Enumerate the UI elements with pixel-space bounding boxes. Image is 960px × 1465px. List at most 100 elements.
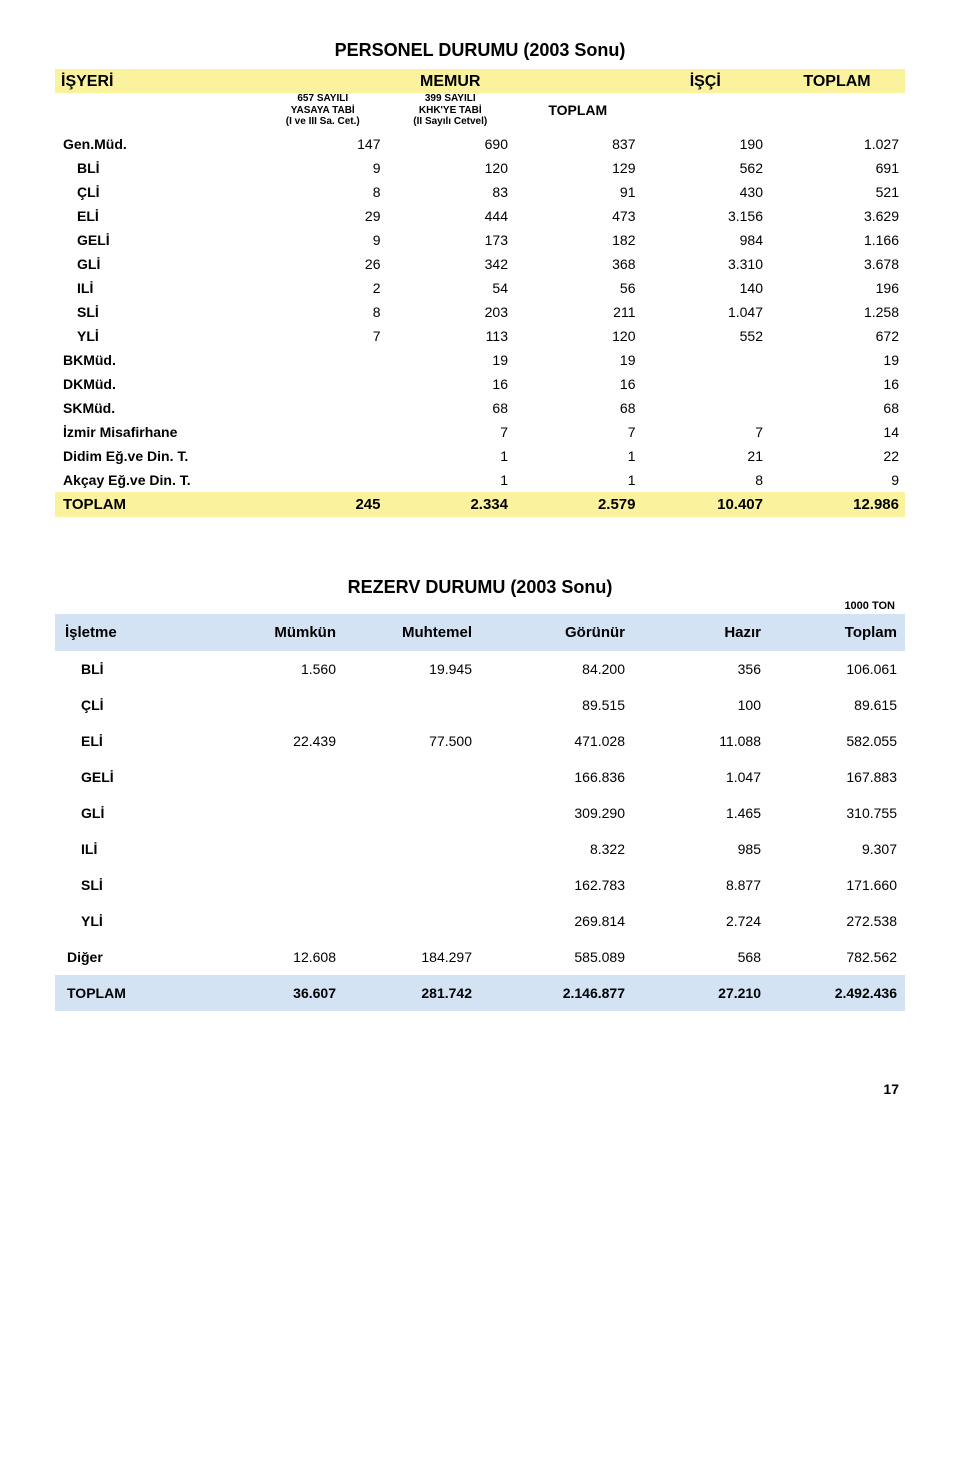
cell xyxy=(208,759,344,795)
table-row: Gen.Müd.1476908371901.027 xyxy=(55,132,905,156)
row-label: SLİ xyxy=(55,300,259,324)
cell: 7 xyxy=(642,420,770,444)
table-row: BKMüd.191919 xyxy=(55,348,905,372)
cell: 7 xyxy=(514,420,642,444)
cell: 29 xyxy=(259,204,387,228)
table-row: ILİ8.3229859.307 xyxy=(55,831,905,867)
table-row: BLİ1.56019.94584.200356106.061 xyxy=(55,651,905,687)
cell: 2.579 xyxy=(514,492,642,517)
cell: 9 xyxy=(259,156,387,180)
cell: 1.465 xyxy=(633,795,769,831)
table-row: SLİ82032111.0471.258 xyxy=(55,300,905,324)
cell: 120 xyxy=(387,156,515,180)
t1-head-main: İŞYERİ MEMUR İŞÇİ TOPLAM xyxy=(55,69,905,93)
cell: 672 xyxy=(769,324,905,348)
cell: 3.156 xyxy=(642,204,770,228)
cell: 91 xyxy=(514,180,642,204)
cell: 203 xyxy=(387,300,515,324)
cell: 1.258 xyxy=(769,300,905,324)
t1-h4: İŞÇİ xyxy=(642,69,770,93)
cell: 211 xyxy=(514,300,642,324)
cell xyxy=(259,372,387,396)
row-label: GELİ xyxy=(55,759,208,795)
cell: 54 xyxy=(387,276,515,300)
cell: 9 xyxy=(769,468,905,492)
cell: 12.608 xyxy=(208,939,344,975)
total-label: TOPLAM xyxy=(55,975,208,1011)
t1-head-sub: 657 SAYILI YASAYA TABİ (I ve III Sa. Cet… xyxy=(55,93,905,132)
cell: 552 xyxy=(642,324,770,348)
cell xyxy=(344,795,480,831)
t1-sh2: 399 SAYILI KHK'YE TABİ (II Sayılı Cetvel… xyxy=(387,93,515,132)
row-label: Diğer xyxy=(55,939,208,975)
table-row: SLİ162.7838.877171.660 xyxy=(55,867,905,903)
cell: 3.678 xyxy=(769,252,905,276)
cell: 1 xyxy=(514,468,642,492)
table-row: ILİ25456140196 xyxy=(55,276,905,300)
cell: 100 xyxy=(633,687,769,723)
cell: 342 xyxy=(387,252,515,276)
t1-h1: MEMUR xyxy=(259,69,642,93)
cell: 10.407 xyxy=(642,492,770,517)
cell: 2.334 xyxy=(387,492,515,517)
cell: 162.783 xyxy=(480,867,633,903)
cell xyxy=(344,867,480,903)
cell: 26 xyxy=(259,252,387,276)
t1-sh3: TOPLAM xyxy=(514,93,642,132)
cell: 1.560 xyxy=(208,651,344,687)
cell: 7 xyxy=(259,324,387,348)
cell: 19 xyxy=(387,348,515,372)
cell: 14 xyxy=(769,420,905,444)
table-row: DKMüd.161616 xyxy=(55,372,905,396)
table-row: YLİ7113120552672 xyxy=(55,324,905,348)
row-label: GLİ xyxy=(55,252,259,276)
row-label: BLİ xyxy=(55,156,259,180)
row-label: SLİ xyxy=(55,867,208,903)
cell: 1 xyxy=(514,444,642,468)
cell: 269.814 xyxy=(480,903,633,939)
total-row: TOPLAM36.607281.7422.146.87727.2102.492.… xyxy=(55,975,905,1011)
t2-h0: İşletme xyxy=(55,614,208,651)
total-label: TOPLAM xyxy=(55,492,259,517)
cell: 3.310 xyxy=(642,252,770,276)
cell: 12.986 xyxy=(769,492,905,517)
cell: 585.089 xyxy=(480,939,633,975)
t1-h0: İŞYERİ xyxy=(55,69,259,93)
cell: 167.883 xyxy=(769,759,905,795)
cell: 8.322 xyxy=(480,831,633,867)
cell: 56 xyxy=(514,276,642,300)
row-label: YLİ xyxy=(55,324,259,348)
total-row: TOPLAM2452.3342.57910.40712.986 xyxy=(55,492,905,517)
row-label: ÇLİ xyxy=(55,687,208,723)
cell: 368 xyxy=(514,252,642,276)
cell: 113 xyxy=(387,324,515,348)
cell: 68 xyxy=(769,396,905,420)
cell: 2 xyxy=(259,276,387,300)
cell: 984 xyxy=(642,228,770,252)
cell: 690 xyxy=(387,132,515,156)
cell: 3.629 xyxy=(769,204,905,228)
cell: 310.755 xyxy=(769,795,905,831)
row-label: SKMüd. xyxy=(55,396,259,420)
row-label: GELİ xyxy=(55,228,259,252)
cell: 77.500 xyxy=(344,723,480,759)
cell: 36.607 xyxy=(208,975,344,1011)
cell xyxy=(208,867,344,903)
cell: 22.439 xyxy=(208,723,344,759)
row-label: YLİ xyxy=(55,903,208,939)
table-row: YLİ269.8142.724272.538 xyxy=(55,903,905,939)
cell xyxy=(208,831,344,867)
row-label: İzmir Misafirhane xyxy=(55,420,259,444)
cell xyxy=(208,795,344,831)
cell: 1.047 xyxy=(633,759,769,795)
cell xyxy=(208,903,344,939)
cell: 171.660 xyxy=(769,867,905,903)
cell: 2.492.436 xyxy=(769,975,905,1011)
cell: 166.836 xyxy=(480,759,633,795)
table-row: ELİ22.43977.500471.02811.088582.055 xyxy=(55,723,905,759)
cell: 837 xyxy=(514,132,642,156)
cell: 196 xyxy=(769,276,905,300)
cell: 1.027 xyxy=(769,132,905,156)
cell xyxy=(259,420,387,444)
reserve-table: İşletme Mümkün Muhtemel Görünür Hazır To… xyxy=(55,614,905,1011)
